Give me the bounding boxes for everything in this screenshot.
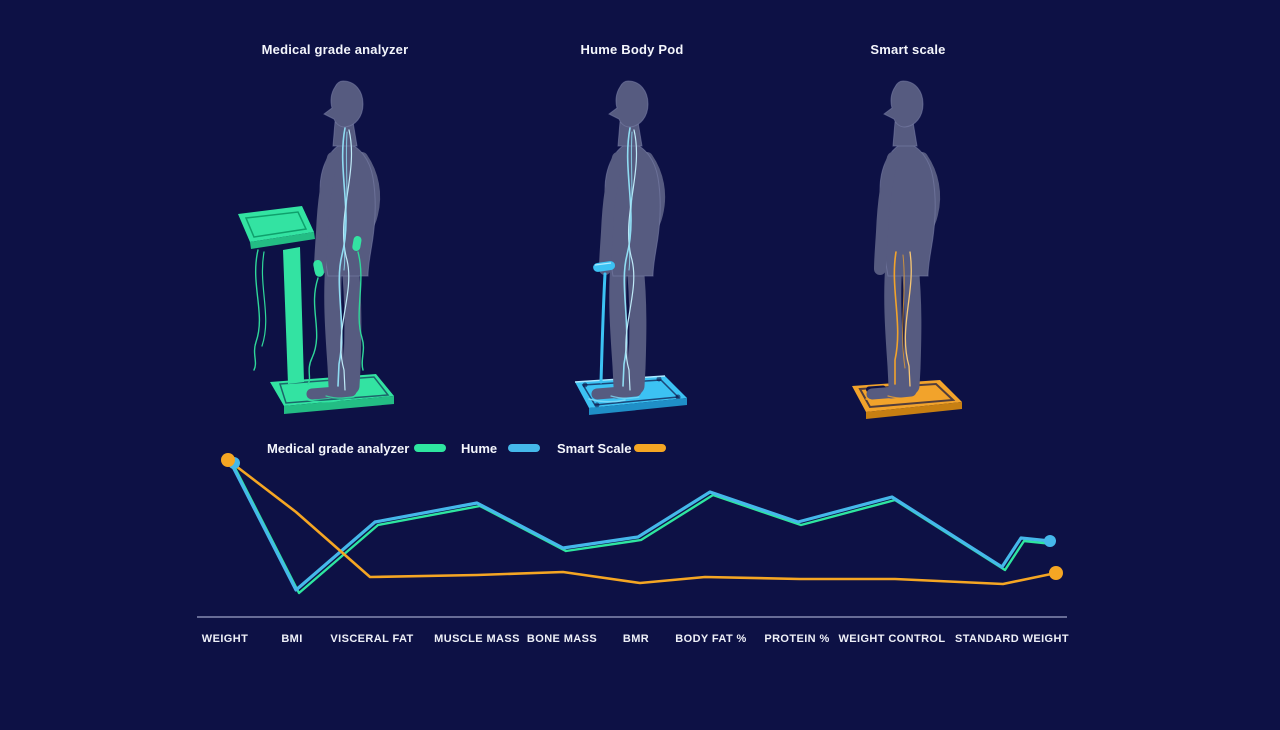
category-label: WEIGHT bbox=[201, 633, 249, 645]
legend-label-hume: Hume bbox=[461, 441, 498, 456]
legend-label-medical: Medical grade analyzer bbox=[267, 441, 410, 456]
bioimpedance-wires-legs bbox=[893, 251, 912, 387]
legend-swatch-medical bbox=[414, 444, 446, 452]
figure-hume-body-pod bbox=[574, 70, 687, 415]
handgrip-electrode-icon bbox=[307, 236, 365, 385]
legend-swatch-smart-scale bbox=[634, 444, 666, 452]
category-label: PROTEIN % bbox=[764, 633, 830, 645]
pod-platform-icon bbox=[574, 375, 687, 415]
legend-label-smart-scale: Smart Scale bbox=[557, 441, 632, 456]
data-point-smart-start bbox=[221, 453, 235, 467]
foot-contact-accent bbox=[303, 395, 355, 403]
pod-handle-icon bbox=[593, 261, 616, 384]
device-title-hume: Hume Body Pod bbox=[580, 42, 684, 57]
device-title-medical: Medical grade analyzer bbox=[261, 42, 409, 57]
series-line-medical bbox=[231, 462, 1055, 595]
category-label: BMR bbox=[622, 633, 650, 645]
category-label: BMI bbox=[281, 633, 303, 645]
bioimpedance-wires bbox=[622, 127, 638, 391]
foot-contact-accent bbox=[865, 395, 917, 403]
data-point-hume-end bbox=[1044, 535, 1056, 547]
device-title-smart-scale: Smart scale bbox=[870, 42, 946, 57]
analyzer-console-icon bbox=[238, 206, 315, 384]
data-point-smart-end bbox=[1049, 566, 1063, 580]
category-label: BONE MASS bbox=[526, 633, 598, 645]
foot-contact-accent bbox=[588, 395, 640, 403]
comparison-line-chart bbox=[197, 453, 1067, 618]
category-label: WEIGHT CONTROL bbox=[838, 633, 946, 645]
series-line-hume bbox=[228, 459, 1052, 592]
figure-smart-scale bbox=[852, 70, 962, 419]
category-label: MUSCLE MASS bbox=[434, 633, 520, 645]
category-label: VISCERAL FAT bbox=[330, 633, 414, 645]
legend-swatch-hume bbox=[508, 444, 540, 452]
bioimpedance-wires bbox=[337, 127, 353, 391]
figure-medical-grade-analyzer bbox=[238, 70, 394, 414]
category-label: BODY FAT % bbox=[675, 633, 747, 645]
series-line-smart-scale bbox=[226, 458, 1058, 586]
category-label: STANDARD WEIGHT bbox=[955, 633, 1069, 645]
